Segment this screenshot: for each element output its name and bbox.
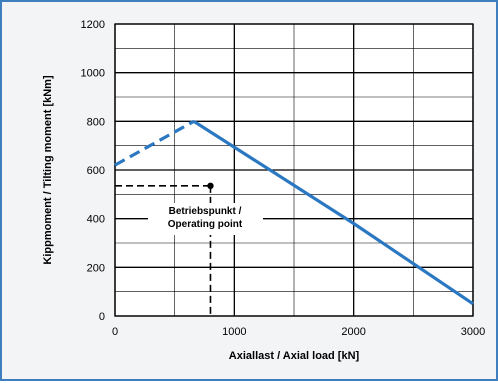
grid: [114, 23, 474, 317]
tick-labels: 0 200 400 600 800 1000 1200 0 1000 2000 3000: [81, 19, 486, 338]
y-tick-label: 400: [87, 214, 105, 226]
annotation-label-line2: Operating point: [168, 219, 243, 230]
x-tick-label: 2000: [341, 326, 365, 338]
operating-point-annotation: Betriebspunkt / Operating point: [115, 182, 263, 316]
y-tick-label: 800: [87, 116, 105, 128]
annotation-box: [148, 203, 263, 235]
annotation-label-line1: Betriebspunkt /: [169, 206, 242, 217]
series-line-solid: [192, 119, 474, 306]
y-axis-title: Kippmoment / Tilting moment [kNm]: [42, 75, 54, 265]
y-tick-label: 200: [87, 262, 105, 274]
x-tick-label: 3000: [461, 326, 485, 338]
x-axis-title: Axiallast / Axial load [kN]: [229, 350, 360, 362]
x-tick-label: 1000: [222, 326, 246, 338]
x-tick-label: 0: [112, 326, 118, 338]
plot-border: [114, 23, 474, 317]
y-tick-label: 600: [87, 165, 105, 177]
series-line-dashed: [114, 119, 195, 167]
y-tick-label: 1000: [81, 68, 105, 80]
y-tick-label: 0: [99, 311, 105, 323]
series-layer: [114, 119, 474, 306]
y-tick-label: 1200: [81, 19, 105, 31]
operating-point-marker: [207, 182, 214, 190]
